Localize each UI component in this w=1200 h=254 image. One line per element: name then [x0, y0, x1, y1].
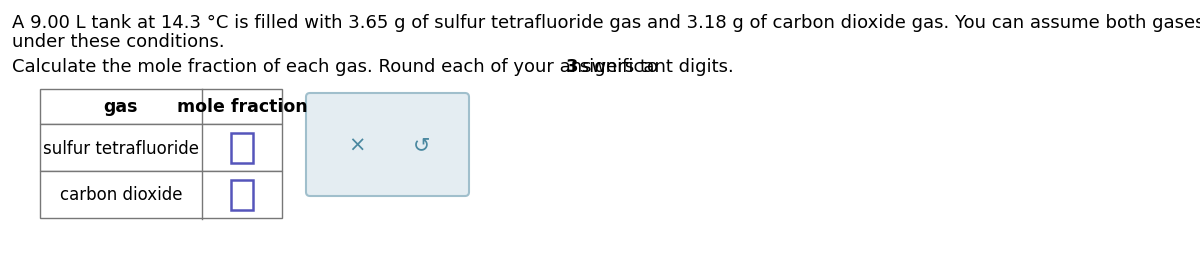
Bar — [230, 180, 253, 210]
Text: sulfur tetrafluoride: sulfur tetrafluoride — [43, 139, 199, 157]
Bar — [40, 171, 282, 218]
FancyBboxPatch shape — [306, 94, 469, 196]
Bar — [40, 124, 282, 171]
Text: gas: gas — [103, 98, 138, 116]
Text: carbon dioxide: carbon dioxide — [60, 186, 182, 204]
Text: A 9.00 L tank at 14.3 °C is filled with 3.65 g of sulfur tetrafluoride gas and 3: A 9.00 L tank at 14.3 °C is filled with … — [12, 14, 1200, 32]
Text: Calculate the mole fraction of each gas. Round each of your answers to: Calculate the mole fraction of each gas.… — [12, 58, 664, 76]
Text: significant digits.: significant digits. — [574, 58, 733, 76]
Bar — [230, 133, 253, 163]
Bar — [40, 90, 282, 124]
Text: ×: × — [348, 135, 365, 155]
Text: ↺: ↺ — [413, 135, 431, 155]
Text: 3: 3 — [566, 58, 578, 76]
Text: mole fraction: mole fraction — [176, 98, 307, 116]
Text: under these conditions.: under these conditions. — [12, 33, 224, 51]
